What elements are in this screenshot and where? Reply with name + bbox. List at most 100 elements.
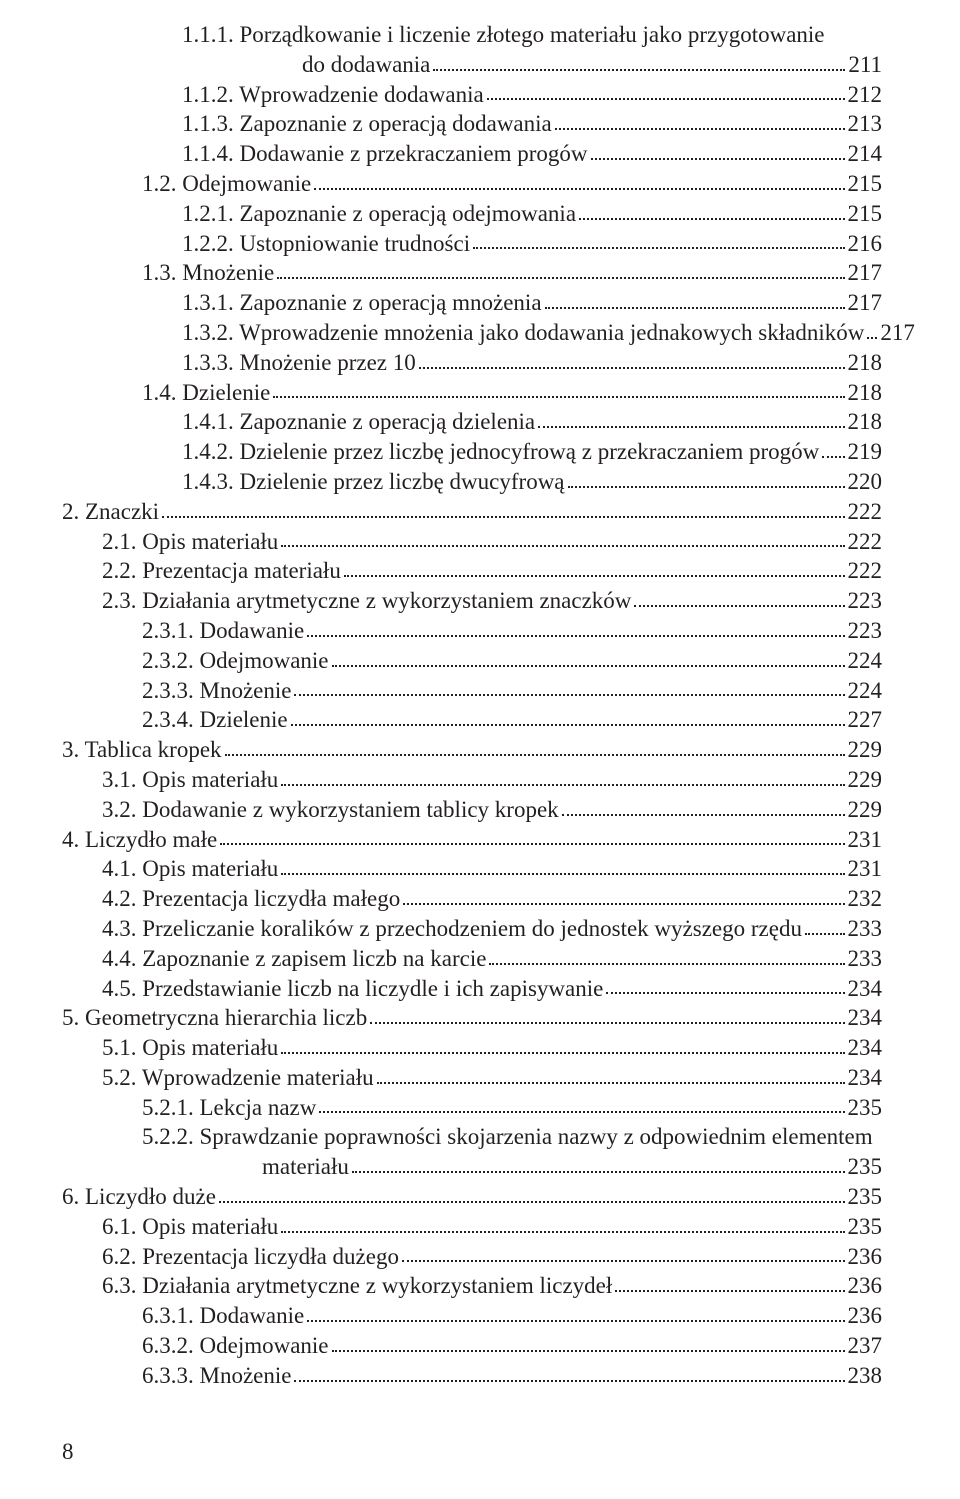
toc-entry: 2.2. Prezentacja materiału 222 — [62, 556, 882, 586]
toc-leader-dots — [225, 754, 845, 756]
toc-page-number: 231 — [848, 854, 883, 884]
toc-leader-dots — [281, 545, 844, 547]
toc-label: 1.4.3. Dzielenie przez liczbę dwucyfrową — [182, 467, 565, 497]
toc-page-number: 223 — [848, 616, 883, 646]
toc-entry: 2. Znaczki 222 — [62, 497, 882, 527]
toc-entry: 2.3.4. Dzielenie 227 — [62, 705, 882, 735]
toc-entry: 6.3.2. Odejmowanie 237 — [62, 1331, 882, 1361]
toc-page-number: 235 — [848, 1093, 883, 1123]
toc-entry: 6.3. Działania arytmetyczne z wykorzysta… — [62, 1271, 882, 1301]
toc-leader-dots — [294, 1380, 844, 1382]
toc-leader-dots — [555, 128, 845, 130]
toc-label: 3. Tablica kropek — [62, 735, 222, 765]
toc-page-number: 233 — [848, 914, 883, 944]
toc-page-number: 223 — [848, 586, 883, 616]
toc-entry: 5. Geometryczna hierarchia liczb 234 — [62, 1003, 882, 1033]
toc-leader-dots — [433, 69, 845, 71]
toc-leader-dots — [591, 158, 845, 160]
toc-leader-dots — [314, 188, 844, 190]
toc-leader-dots — [403, 903, 844, 905]
toc-entry: 5.1. Opis materiału 234 — [62, 1033, 882, 1063]
toc-page-number: 233 — [848, 944, 883, 974]
toc-leader-dots — [332, 1350, 845, 1352]
toc-label: 6.1. Opis materiału — [102, 1212, 278, 1242]
toc-label: 2.2. Prezentacja materiału — [102, 556, 341, 586]
toc-leader-dots — [291, 724, 845, 726]
toc-page-number: 222 — [848, 527, 883, 557]
toc-leader-dots — [319, 1111, 844, 1113]
toc-page-number: 231 — [848, 825, 883, 855]
toc-leader-dots — [805, 933, 845, 935]
toc-label: 4. Liczydło małe — [62, 825, 217, 855]
toc-page-number: 214 — [848, 139, 883, 169]
toc-leader-dots — [545, 307, 845, 309]
toc-entry: 1.2.2. Ustopniowanie trudności 216 — [62, 229, 882, 259]
toc-page-number: 211 — [848, 50, 882, 80]
toc-label: 5.2. Wprowadzenie materiału — [102, 1063, 374, 1093]
toc-label: 5.2.2. Sprawdzanie poprawności skojarzen… — [142, 1122, 873, 1152]
toc-leader-dots — [473, 247, 844, 249]
toc-leader-dots — [277, 277, 844, 279]
toc-leader-dots — [419, 367, 845, 369]
toc-entry: 1.3.2. Wprowadzenie mnożenia jako dodawa… — [62, 318, 882, 348]
toc-page-number: 216 — [848, 229, 883, 259]
toc-label: do dodawania — [302, 50, 430, 80]
toc-page-number: 234 — [848, 1003, 883, 1033]
toc-entry: 4.2. Prezentacja liczydła małego 232 — [62, 884, 882, 914]
toc-label: 5.1. Opis materiału — [102, 1033, 278, 1063]
toc-label: 2.3.1. Dodawanie — [142, 616, 304, 646]
toc-entry: 1.1.2. Wprowadzenie dodawania 212 — [62, 80, 882, 110]
toc-page-number: 236 — [848, 1301, 883, 1331]
toc-page-number: 234 — [848, 974, 883, 1004]
toc-page-number: 235 — [848, 1152, 883, 1182]
table-of-contents: 1.1.1. Porządkowanie i liczenie złotego … — [62, 20, 882, 1391]
toc-entry: 1.4.2. Dzielenie przez liczbę jednocyfro… — [62, 437, 882, 467]
toc-leader-dots — [487, 98, 845, 100]
toc-leader-dots — [377, 1082, 845, 1084]
toc-label: 6.3. Działania arytmetyczne z wykorzysta… — [102, 1271, 612, 1301]
toc-entry: 1.1.4. Dodawanie z przekraczaniem progów… — [62, 139, 882, 169]
toc-page-number: 222 — [848, 497, 883, 527]
toc-page-number: 235 — [848, 1212, 883, 1242]
toc-page-number: 229 — [848, 795, 883, 825]
toc-label: 1.2.1. Zapoznanie z operacją odejmowania — [182, 199, 576, 229]
toc-entry: 2.3.1. Dodawanie 223 — [62, 616, 882, 646]
toc-leader-dots — [634, 605, 844, 607]
toc-page-number: 212 — [848, 80, 883, 110]
toc-label: 2.3.4. Dzielenie — [142, 705, 288, 735]
toc-leader-dots — [281, 1231, 844, 1233]
toc-page-number: 213 — [848, 109, 883, 139]
toc-entry: 1.3.3. Mnożenie przez 10 218 — [62, 348, 882, 378]
toc-page-number: 220 — [848, 467, 883, 497]
toc-entry: 3. Tablica kropek 229 — [62, 735, 882, 765]
toc-entry: do dodawania 211 — [62, 50, 882, 80]
toc-page-number: 217 — [848, 288, 883, 318]
toc-entry: 4. Liczydło małe 231 — [62, 825, 882, 855]
toc-leader-dots — [867, 337, 877, 339]
toc-entry: 4.3. Przeliczanie koralików z przechodze… — [62, 914, 882, 944]
toc-label: 6.3.1. Dodawanie — [142, 1301, 304, 1331]
toc-label: 3.1. Opis materiału — [102, 765, 278, 795]
toc-leader-dots — [307, 1320, 844, 1322]
toc-entry: 2.1. Opis materiału 222 — [62, 527, 882, 557]
toc-page-number: 219 — [848, 437, 883, 467]
toc-page-number: 222 — [848, 556, 883, 586]
toc-label: 2.1. Opis materiału — [102, 527, 278, 557]
toc-page-number: 236 — [848, 1271, 883, 1301]
toc-label: 1.2.2. Ustopniowanie trudności — [182, 229, 470, 259]
toc-page-number: 229 — [848, 765, 883, 795]
toc-entry: 1.1.3. Zapoznanie z operacją dodawania 2… — [62, 109, 882, 139]
toc-leader-dots — [281, 784, 844, 786]
toc-label: 1.3.3. Mnożenie przez 10 — [182, 348, 416, 378]
toc-leader-dots — [822, 456, 844, 458]
toc-page-number: 236 — [848, 1242, 883, 1272]
toc-label: 1.1.2. Wprowadzenie dodawania — [182, 80, 484, 110]
toc-label: 1.3.1. Zapoznanie z operacją mnożenia — [182, 288, 542, 318]
toc-entry: 1.4.1. Zapoznanie z operacją dzielenia 2… — [62, 407, 882, 437]
toc-label: 1.2. Odejmowanie — [142, 169, 311, 199]
toc-label: 4.4. Zapoznanie z zapisem liczb na karci… — [102, 944, 486, 974]
toc-page-number: 232 — [848, 884, 883, 914]
toc-label: 5. Geometryczna hierarchia liczb — [62, 1003, 367, 1033]
toc-leader-dots — [568, 486, 845, 488]
toc-leader-dots — [219, 1201, 845, 1203]
